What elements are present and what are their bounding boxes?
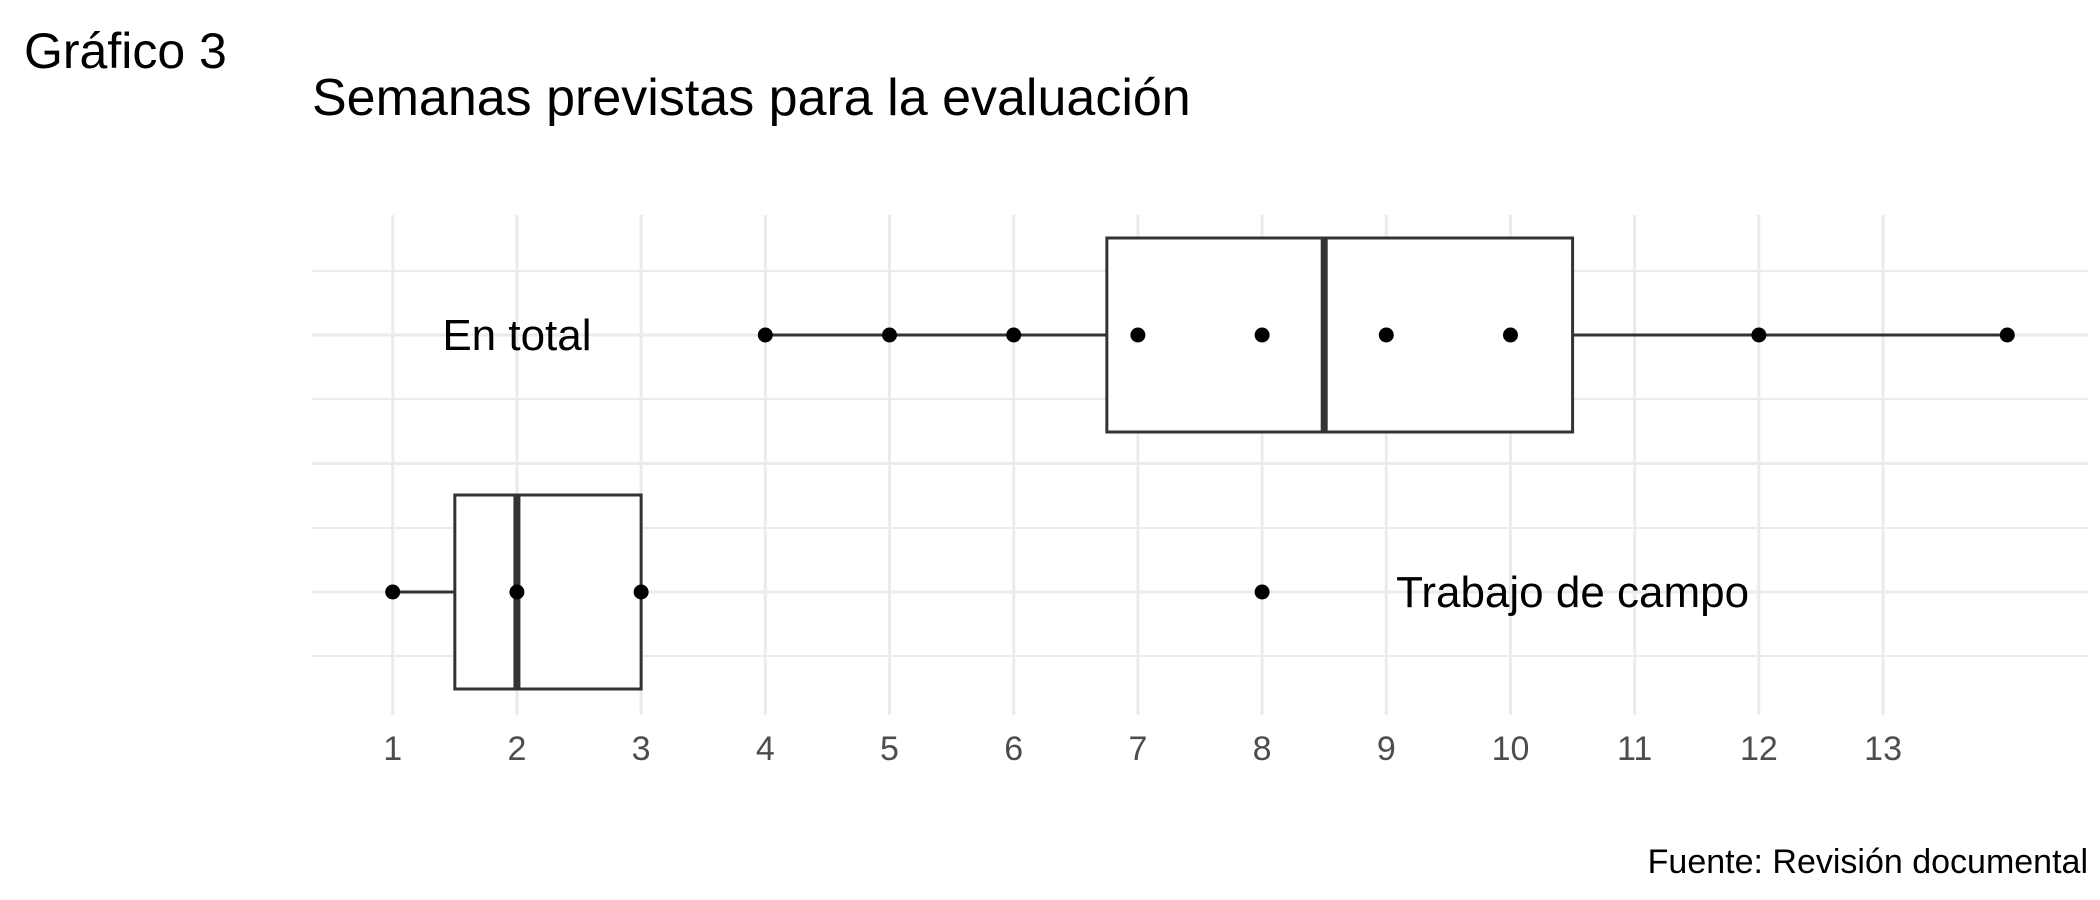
figure-label: Gráfico 3 xyxy=(24,23,227,79)
x-tick-label-3: 3 xyxy=(632,730,651,768)
x-tick-label-11: 11 xyxy=(1617,730,1652,768)
data-point-4 xyxy=(757,327,773,343)
boxplot-group-0: En total xyxy=(442,236,2015,434)
chart-title: Semanas previstas para la evaluación xyxy=(312,69,1191,127)
boxplot-group-1: Trabajo de campo xyxy=(385,493,1749,691)
data-point-8 xyxy=(1254,584,1270,600)
data-point-6 xyxy=(1006,327,1022,343)
data-point-10 xyxy=(1502,327,1518,343)
x-tick-label-4: 4 xyxy=(756,730,775,768)
data-point-14 xyxy=(1999,327,2015,343)
x-tick-label-8: 8 xyxy=(1253,730,1272,768)
x-axis-tick-labels: 1 2 3 4 5 6 7 8 9 10 11 12 13 xyxy=(383,730,1902,768)
data-point-5 xyxy=(882,327,898,343)
data-point-12 xyxy=(1751,327,1767,343)
data-point-2 xyxy=(509,584,525,600)
group-label-1: Trabajo de campo xyxy=(1396,568,1749,617)
data-point-9 xyxy=(1378,327,1394,343)
x-tick-label-12: 12 xyxy=(1740,730,1778,768)
boxplot-groups: En total Trabajo de campo xyxy=(385,236,2015,691)
grid-lines xyxy=(312,215,2088,715)
x-tick-label-6: 6 xyxy=(1004,730,1023,768)
x-tick-label-1: 1 xyxy=(383,730,402,768)
x-tick-label-13: 13 xyxy=(1864,730,1902,768)
data-point-3 xyxy=(633,584,649,600)
box-iqr xyxy=(1105,236,1575,434)
data-point-7 xyxy=(1130,327,1146,343)
x-tick-label-10: 10 xyxy=(1492,730,1530,768)
x-tick-label-9: 9 xyxy=(1377,730,1396,768)
x-tick-label-2: 2 xyxy=(507,730,526,768)
x-tick-label-5: 5 xyxy=(880,730,899,768)
data-point-8 xyxy=(1254,327,1270,343)
group-label-0: En total xyxy=(442,311,591,360)
box-iqr xyxy=(453,493,643,691)
x-tick-label-7: 7 xyxy=(1128,730,1147,768)
data-point-1 xyxy=(385,584,401,600)
source-note: Fuente: Revisión documental xyxy=(1647,843,2088,881)
